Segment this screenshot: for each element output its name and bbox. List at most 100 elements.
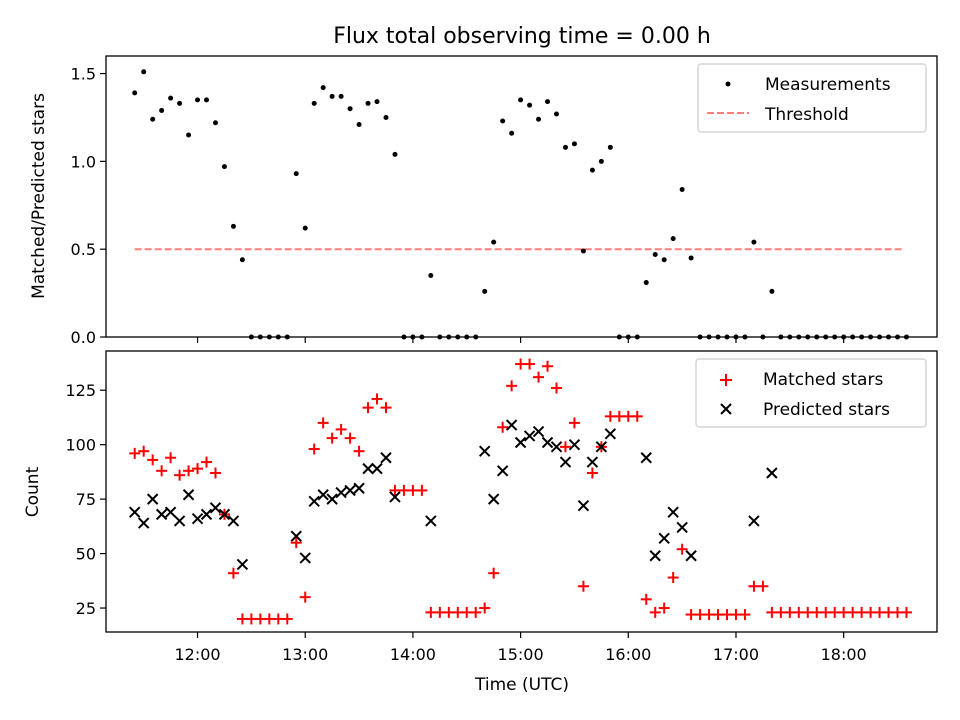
- measurement-point: [455, 334, 461, 340]
- count-y-label: Count: [23, 466, 43, 517]
- measurement-point: [320, 85, 326, 91]
- predicted-star-point: [523, 430, 536, 442]
- measurement-point: [401, 334, 407, 340]
- predicted-star-point: [505, 419, 518, 431]
- predicted-star-point: [209, 502, 222, 514]
- ratio-y-tick-label: 1.0: [71, 152, 96, 171]
- matched-star-point: [174, 469, 186, 481]
- count-panel-frame: [105, 350, 938, 633]
- legend-threshold-label: Threshold: [764, 105, 849, 125]
- legend-matched-label: Matched stars: [763, 370, 883, 390]
- measurement-point: [796, 334, 802, 340]
- predicted-star-point: [155, 508, 168, 521]
- predicted-star-point: [173, 515, 186, 527]
- predicted-star-point: [766, 467, 778, 479]
- measurement-point: [509, 130, 515, 136]
- matched-star-point: [326, 432, 338, 444]
- predicted-star-point: [514, 436, 527, 449]
- measurement-point: [823, 334, 829, 340]
- measurement-point: [886, 334, 892, 340]
- measurement-point: [769, 288, 775, 294]
- measurement-point: [643, 280, 649, 286]
- measurement-point: [383, 114, 389, 120]
- matched-star-point: [227, 567, 239, 579]
- predicted-star-point: [640, 452, 652, 464]
- measurement-point: [742, 334, 748, 340]
- predicted-star-point: [658, 532, 670, 545]
- matched-star-point: [290, 537, 302, 549]
- matched-star-point: [550, 382, 562, 394]
- count-legend-box: [695, 358, 927, 428]
- measurement-point: [877, 334, 883, 340]
- measurement-point: [293, 171, 299, 177]
- legend-predicted-marker: [720, 403, 732, 415]
- predicted-star-point: [559, 456, 572, 468]
- count-y-tick-label: 125: [65, 381, 96, 400]
- matched-star-point: [524, 358, 536, 370]
- predicted-star-point: [227, 515, 240, 527]
- predicted-star-point: [478, 445, 491, 457]
- predicted-star-point: [532, 425, 545, 438]
- measurement-point: [518, 97, 524, 103]
- matched-star-point: [479, 602, 491, 614]
- count-x-tick-label: 14:00: [390, 645, 436, 664]
- measurement-point: [338, 93, 344, 99]
- measurement-point: [571, 141, 577, 147]
- measurement-point: [697, 334, 703, 340]
- measurement-point: [733, 334, 739, 340]
- measurement-point: [419, 334, 425, 340]
- matched-star-point: [201, 456, 213, 468]
- measurement-point: [428, 273, 434, 279]
- measurement-point: [598, 158, 604, 164]
- predicted-star-point: [496, 465, 509, 477]
- measurement-point: [841, 334, 847, 340]
- predicted-star-point: [164, 506, 177, 518]
- matched-star-point: [353, 445, 365, 457]
- predicted-star-point: [290, 530, 302, 542]
- measurement-point: [177, 100, 183, 106]
- matched-star-point: [577, 580, 589, 592]
- matched-star-point: [281, 613, 293, 625]
- matched-stars-points: [129, 358, 912, 625]
- measurement-point: [634, 334, 640, 340]
- predicted-star-point: [685, 550, 697, 562]
- measurement-point: [527, 102, 533, 108]
- measurement-point: [410, 334, 416, 340]
- matched-star-point: [640, 593, 652, 605]
- count-y-tick-label: 100: [65, 436, 96, 455]
- measurement-point: [212, 120, 218, 126]
- predicted-star-point: [362, 462, 374, 475]
- matched-star-point: [299, 591, 311, 603]
- matched-star-point: [631, 410, 643, 422]
- matched-star-point: [344, 432, 356, 444]
- measurement-point: [473, 334, 479, 340]
- measurement-point: [347, 106, 353, 112]
- measurement-point: [329, 93, 335, 99]
- legend-predicted-label: Predicted stars: [763, 400, 890, 420]
- measurement-point: [464, 334, 470, 340]
- predicted-star-point: [371, 462, 383, 475]
- matched-star-point: [900, 606, 912, 618]
- measurement-point: [284, 334, 290, 340]
- measurement-point: [751, 239, 757, 245]
- measurement-point: [159, 107, 165, 113]
- measurement-point: [446, 334, 452, 340]
- matched-star-point: [335, 423, 347, 435]
- measurement-point: [302, 225, 308, 231]
- measurement-point: [195, 97, 201, 103]
- predicted-star-point: [425, 515, 437, 527]
- matched-star-point: [676, 543, 688, 555]
- predicted-star-point: [604, 428, 617, 440]
- matched-star-point: [488, 567, 500, 579]
- matched-star-point: [568, 417, 580, 429]
- matched-star-point: [506, 380, 518, 392]
- matched-star-point: [156, 465, 168, 477]
- measurement-point: [625, 334, 631, 340]
- measurement-point: [616, 334, 622, 340]
- predicted-star-point: [191, 513, 204, 525]
- measurement-point: [895, 334, 901, 340]
- count-panel: 25 50 75 100 125 12:00 13:00 14:00 15:00 16:00 17…: [23, 350, 938, 695]
- measurement-point: [903, 334, 909, 340]
- matched-star-point: [165, 452, 177, 464]
- measurement-point: [204, 97, 210, 103]
